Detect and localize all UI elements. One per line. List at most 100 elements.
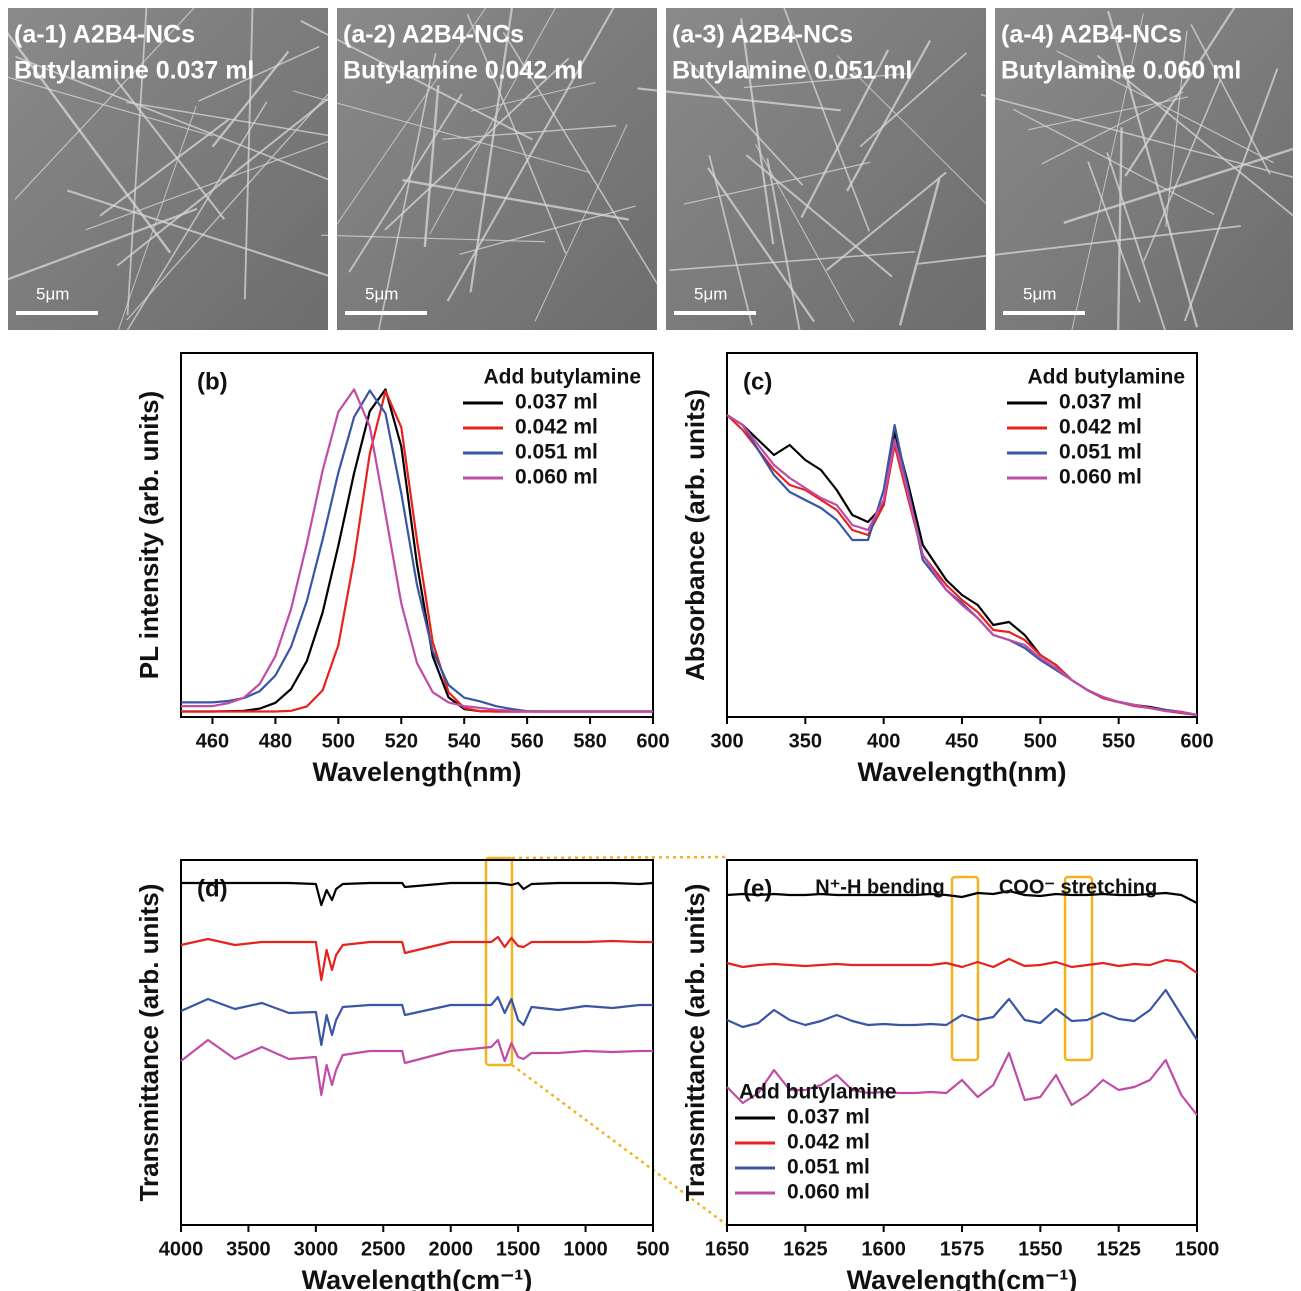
plot-frame [180, 859, 654, 1226]
sem-fibre [1143, 79, 1222, 262]
scale-label: 5μm [36, 284, 69, 303]
x-tick-label: 540 [448, 730, 481, 752]
series-line [726, 1051, 1198, 1116]
x-tick-label: 350 [789, 730, 822, 752]
x-tick-label: 3000 [294, 1238, 339, 1260]
x-tick-label: 500 [1024, 730, 1057, 752]
sem-fibre [243, 8, 254, 300]
sem-fibre [1068, 13, 1144, 330]
legend-label: 0.037 ml [515, 391, 598, 414]
x-tick-label: 400 [867, 730, 900, 752]
series-line [181, 388, 653, 713]
series-line [726, 988, 1198, 1041]
series-line [180, 1038, 653, 1097]
sem-fibre [688, 61, 804, 186]
sem-panels: (a-1) A2B4-NCs Butylamine 0.037 ml 5μm (a-2… [8, 8, 1293, 330]
sem-fibre [15, 55, 330, 181]
x-tick-label: 2000 [428, 1238, 473, 1260]
sem-fibre [423, 85, 440, 248]
sem-fibre [766, 158, 802, 330]
x-axis-label: Wavelength(cm⁻¹) [847, 1265, 1078, 1291]
sem-fibre [126, 89, 333, 321]
sem-fibre [470, 82, 596, 112]
scale-label: 5μm [694, 284, 727, 303]
y-axis-label: Transmittance (arb. units) [680, 884, 710, 1202]
x-tick-label: 1525 [1096, 1238, 1141, 1260]
sem-fibre [1106, 152, 1175, 330]
series-line [181, 881, 654, 907]
series-line [180, 995, 653, 1047]
sem-fibre [754, 143, 855, 323]
sem-fibre [1063, 115, 1293, 224]
panel-label: (b) [197, 368, 228, 395]
x-tick-label: 550 [1102, 730, 1135, 752]
x-tick-label: 4000 [159, 1238, 204, 1260]
x-tick-label: 520 [385, 730, 418, 752]
x-tick-label: 2500 [361, 1238, 406, 1260]
sem-fibre [1107, 10, 1199, 328]
legend-label: 0.042 ml [1059, 416, 1142, 439]
x-tick-label: 1500 [496, 1238, 541, 1260]
image-subtitle: Butylamine 0.060 ml [1001, 57, 1241, 85]
legend-label: 0.037 ml [1059, 391, 1142, 414]
panel-label: (e) [743, 875, 772, 902]
sem-fibre [669, 250, 916, 271]
sem-fibre [459, 205, 636, 255]
x-tick-label: 1000 [563, 1238, 608, 1260]
highlight-box [484, 856, 514, 1067]
sem-fibre [773, 8, 871, 232]
x-tick-label: 1550 [1018, 1238, 1063, 1260]
annotation: N⁺-H bending [815, 876, 944, 898]
legend-label: 0.037 ml [787, 1106, 870, 1129]
legend-label: 0.051 ml [515, 441, 598, 464]
sem-image [995, 8, 1293, 330]
x-tick-label: 480 [259, 730, 292, 752]
x-tick-label: 3500 [226, 1238, 271, 1260]
zoom-connector [511, 1063, 728, 1227]
x-tick-label: 580 [573, 730, 606, 752]
sem-fibre [836, 55, 1003, 221]
sem-image [8, 8, 328, 330]
series-line [726, 889, 1198, 904]
image-label: (a-1) A2B4-NCs [14, 21, 195, 49]
y-axis-label: PL intensity (arb. units) [134, 391, 164, 679]
sem-fibre [1183, 68, 1279, 322]
panel-label: (c) [743, 368, 772, 395]
sem-fibre [211, 50, 290, 148]
sem-fibre [67, 189, 379, 293]
sem-fibre [469, 8, 528, 293]
sem-fibre [8, 19, 172, 254]
x-tick-label: 1650 [705, 1238, 750, 1260]
highlight-box [950, 875, 980, 1062]
x-axis-label: Wavelength(nm) [313, 757, 522, 787]
sem-fibre [14, 8, 220, 200]
sem-fibre [376, 53, 437, 330]
scale-label: 5μm [365, 284, 398, 303]
x-tick-label: 1575 [940, 1238, 985, 1260]
legend-title: Add butylamine [1027, 366, 1185, 389]
legend-label: 0.051 ml [787, 1156, 870, 1179]
x-tick-label: 600 [636, 730, 669, 752]
scale-label: 5μm [1023, 284, 1056, 303]
image-label: (a-4) A2B4-NCs [1001, 21, 1182, 49]
sem-fibre [708, 155, 753, 326]
legend-label: 0.060 ml [515, 466, 598, 489]
series-line [726, 414, 1198, 717]
sem-fibre [8, 207, 198, 291]
image-subtitle: Butylamine 0.042 ml [343, 57, 583, 85]
sem-fibre [1087, 161, 1141, 303]
legend-label: 0.042 ml [515, 416, 598, 439]
sem-fibre [1190, 23, 1271, 175]
plot-frame [180, 352, 654, 718]
sem-fibre [825, 171, 947, 271]
annotation: COO⁻ stretching [999, 876, 1157, 898]
sem-fibre [292, 90, 591, 174]
sem-fibre [1165, 30, 1188, 227]
sem-fibre [99, 118, 230, 217]
sem-fibre [95, 105, 197, 330]
sem-fibre [800, 49, 890, 219]
sem-fibre [707, 167, 815, 323]
y-axis-label: Absorbance (arb. units) [680, 389, 710, 681]
